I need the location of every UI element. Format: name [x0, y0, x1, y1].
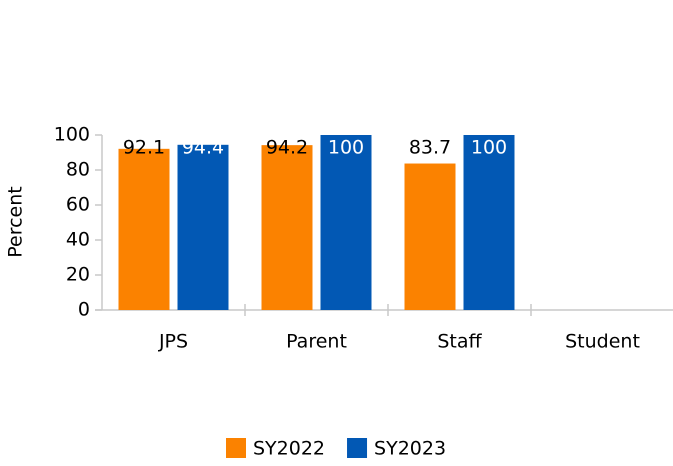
y-tick-label: 20 — [66, 264, 90, 286]
bar — [118, 148, 170, 310]
bar — [320, 135, 372, 310]
x-tick-label: Staff — [437, 331, 482, 353]
y-tick-label: 60 — [66, 194, 90, 216]
bar — [463, 135, 515, 310]
y-tick-label: 80 — [66, 159, 90, 181]
y-tick-label: 0 — [78, 299, 90, 321]
data-label: 100 — [471, 137, 507, 159]
x-tick-label: Parent — [286, 331, 347, 353]
legend-swatch — [347, 438, 368, 458]
y-axis-label: Percent — [5, 186, 27, 258]
y-tick-label: 40 — [66, 229, 90, 251]
bar — [404, 163, 456, 310]
x-tick-label: Student — [565, 331, 640, 353]
data-label: 92.1 — [123, 137, 165, 159]
data-label: 94.4 — [182, 137, 224, 159]
data-label: 83.7 — [409, 137, 451, 159]
x-tick-label: JPS — [158, 331, 188, 353]
bar — [261, 145, 313, 310]
data-label: 94.2 — [266, 137, 308, 159]
legend-swatch — [226, 438, 246, 458]
y-tick-label: 100 — [54, 124, 90, 146]
legend-label: SY2023 — [374, 438, 446, 460]
bar — [177, 144, 229, 310]
legend-label: SY2022 — [253, 438, 325, 460]
data-label: 100 — [328, 137, 364, 159]
